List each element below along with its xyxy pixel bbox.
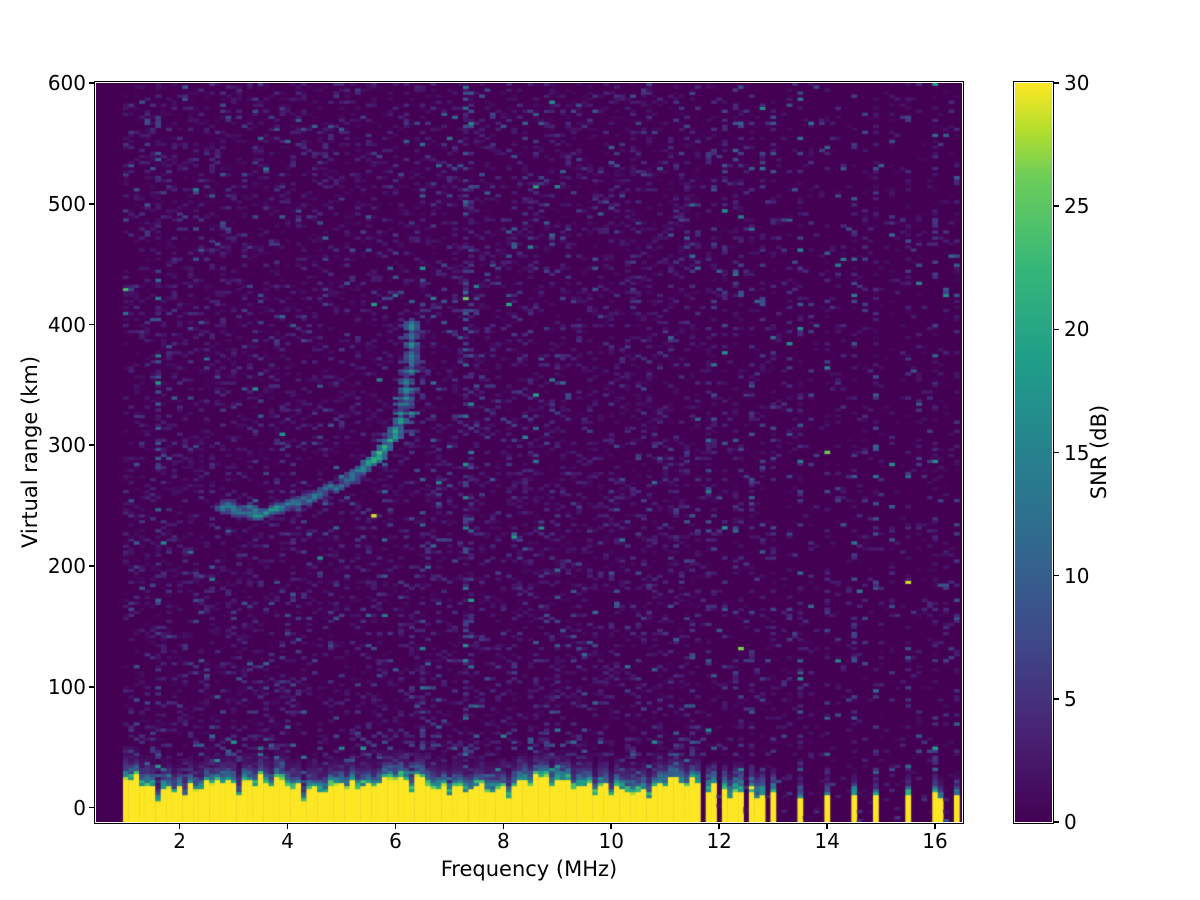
y-tick-600-mark	[89, 82, 94, 84]
y-tick-0-mark	[89, 806, 94, 809]
x-tick-8-mark	[502, 824, 505, 829]
colorbar-tick-25-mark	[1054, 205, 1059, 207]
y-tick-200-label: 200	[47, 554, 86, 578]
colorbar-tick-15-label: 15	[1064, 440, 1090, 465]
colorbar-tick-20-mark	[1054, 328, 1059, 331]
colorbar-tick-0-mark	[1054, 821, 1059, 823]
x-tick-10-mark	[610, 824, 613, 829]
x-tick-12-label: 12	[706, 829, 732, 853]
x-axis-label: Frequency (MHz)	[440, 857, 618, 881]
x-tick-14-label: 14	[814, 829, 840, 853]
x-tick-10-label: 10	[598, 829, 625, 853]
ionogram-heatmap	[96, 83, 962, 822]
colorbar-tick-15-mark	[1054, 451, 1059, 454]
x-tick-4-label: 4	[281, 829, 294, 853]
colorbar-tick-30-mark	[1054, 82, 1059, 84]
x-tick-6-mark	[394, 824, 397, 829]
x-tick-14-mark	[826, 824, 828, 829]
y-tick-600-label: 600	[47, 71, 86, 95]
colorbar-tick-10-label: 10	[1064, 563, 1090, 588]
x-tick-4-mark	[286, 824, 289, 829]
y-axis-label: Virtual range (km)	[18, 355, 42, 549]
x-tick-6-label: 6	[389, 829, 402, 853]
colorbar-tick-10-mark	[1054, 574, 1059, 577]
colorbar-tick-0-label: 0	[1064, 810, 1077, 834]
y-tick-100-label: 100	[47, 674, 86, 699]
x-tick-16-mark	[934, 824, 936, 829]
y-tick-500-label: 500	[47, 191, 86, 216]
x-tick-2-label: 2	[173, 829, 186, 853]
y-tick-400-label: 400	[47, 312, 86, 337]
colorbar-tick-5-label: 5	[1064, 686, 1077, 711]
colorbar-tick-30-label: 30	[1064, 71, 1090, 95]
y-tick-300-label: 300	[47, 433, 86, 458]
colorbar-tick-25-label: 25	[1064, 194, 1090, 219]
y-tick-0-label: 0	[73, 795, 86, 820]
y-tick-200-mark	[89, 565, 94, 567]
y-tick-300-mark	[89, 444, 94, 447]
x-tick-8-label: 8	[496, 829, 510, 853]
colorbar-tick-5-mark	[1054, 698, 1059, 700]
x-tick-2-mark	[178, 824, 181, 829]
y-tick-100-mark	[89, 685, 94, 688]
colorbar-label: SNR (dB)	[1087, 404, 1111, 500]
x-tick-16-label: 16	[922, 829, 948, 853]
colorbar-tick-20-label: 20	[1064, 317, 1090, 342]
colorbar-gradient	[1015, 83, 1052, 822]
y-tick-500-mark	[89, 202, 94, 205]
y-tick-400-mark	[89, 323, 94, 326]
x-tick-12-mark	[718, 824, 720, 829]
